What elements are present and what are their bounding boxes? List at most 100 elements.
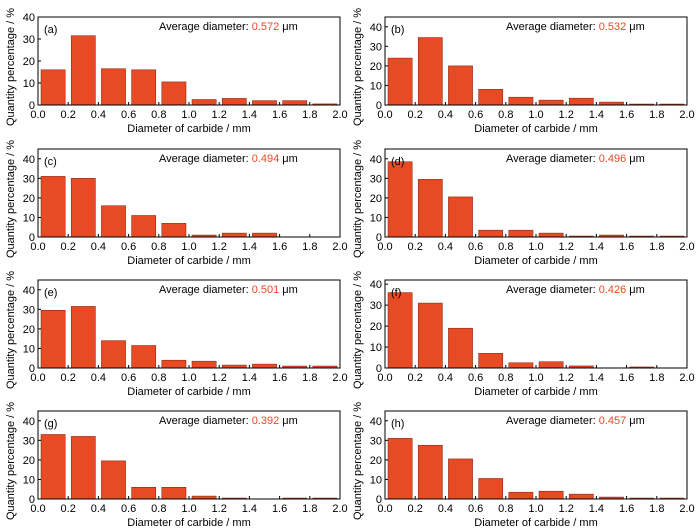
bar: [252, 363, 277, 369]
bar: [417, 37, 443, 106]
x-tick-label: 1.6: [619, 241, 634, 253]
bar: [387, 57, 413, 106]
y-tick-label: 10: [23, 78, 35, 90]
y-tick-label: 30: [23, 435, 35, 447]
bar: [478, 89, 504, 106]
x-tick-label: 0.4: [91, 109, 106, 121]
average-diameter-annotation: Average diameter: 0.496 μm: [506, 153, 645, 165]
annotation-label: Average diameter:: [506, 153, 599, 165]
y-tick-label: 20: [370, 193, 382, 205]
y-tick-label: 10: [370, 342, 382, 354]
bar: [508, 96, 534, 106]
y-tick-label: 0: [376, 100, 382, 112]
x-tick-label: 0.6: [121, 109, 136, 121]
bar: [101, 460, 126, 500]
bar: [568, 97, 594, 106]
x-tick-label: 1.4: [589, 109, 604, 121]
x-tick-label: 1.2: [559, 503, 574, 515]
y-tick-label: 40: [23, 154, 35, 166]
y-axis-label: Quantity percentage / %: [352, 140, 364, 258]
bar: [101, 205, 126, 238]
y-tick-label: 0: [29, 363, 35, 375]
x-tick-label: 1.2: [559, 241, 574, 253]
x-tick-label: 1.2: [212, 109, 227, 121]
x-tick-label: 2.0: [332, 503, 347, 515]
x-tick-label: 0.2: [408, 372, 423, 384]
chart-panel: 0 10 20 30 40 0.0 0.2 0.4 0.6 0.8 1.0 1.2 1.4 1.6 1.8 2…: [5, 140, 348, 267]
x-tick-label: 0.6: [468, 241, 483, 253]
x-axis-label: Diameter of carbide / mm: [127, 386, 250, 398]
annotation-label: Average diameter:: [506, 415, 599, 427]
x-tick-label: 1.4: [589, 241, 604, 253]
panel-label: (h): [391, 418, 404, 430]
annotation-label: Average diameter:: [506, 284, 599, 296]
x-tick-label: 0.6: [468, 109, 483, 121]
y-tick-label: 20: [23, 324, 35, 336]
bar: [387, 292, 413, 369]
x-tick-label: 0.0: [30, 372, 45, 384]
y-tick-label: 30: [370, 435, 382, 447]
bar: [161, 487, 187, 500]
x-tick-label: 0.6: [121, 241, 136, 253]
x-tick-label: 0.8: [498, 109, 513, 121]
x-tick-label: 2.0: [679, 372, 694, 384]
x-tick-label: 1.8: [302, 503, 317, 515]
annotation-unit: μm: [282, 153, 298, 165]
annotation-unit: μm: [629, 284, 645, 296]
y-tick-label: 20: [23, 56, 35, 68]
x-tick-label: 0.6: [121, 372, 136, 384]
x-tick-label: 0.0: [30, 503, 45, 515]
bar: [191, 99, 217, 106]
x-tick-label: 1.2: [559, 109, 574, 121]
y-tick-label: 10: [370, 80, 382, 92]
x-tick-label: 0.8: [498, 241, 513, 253]
bar: [448, 65, 473, 106]
bar: [101, 68, 126, 106]
bar: [538, 232, 564, 238]
bar: [568, 493, 594, 500]
x-tick-label: 0.4: [91, 241, 106, 253]
annotation-value: 0.496: [599, 153, 627, 165]
panel-label: (b): [391, 24, 404, 36]
y-tick-label: 30: [370, 300, 382, 312]
y-tick-label: 20: [23, 193, 35, 205]
bar: [252, 232, 277, 238]
x-axis-label: Diameter of carbide / mm: [474, 517, 597, 529]
x-tick-label: 1.0: [528, 241, 543, 253]
y-tick-label: 10: [370, 474, 382, 486]
average-diameter-annotation: Average diameter: 0.572 μm: [159, 21, 298, 33]
x-tick-label: 2.0: [332, 109, 347, 121]
bar: [478, 353, 504, 369]
bar: [448, 327, 473, 369]
x-tick-label: 1.8: [302, 241, 317, 253]
x-tick-label: 1.6: [272, 109, 287, 121]
x-tick-label: 0.2: [61, 241, 76, 253]
x-tick-label: 1.2: [212, 503, 227, 515]
bar: [508, 229, 534, 238]
y-axis-label: Quantity percentage / %: [352, 8, 364, 126]
bar: [40, 434, 66, 500]
x-tick-label: 0.2: [61, 503, 76, 515]
x-tick-label: 1.0: [181, 503, 196, 515]
bar: [221, 232, 247, 238]
panel-label: (c): [44, 156, 57, 168]
x-tick-label: 1.6: [619, 503, 634, 515]
bar: [70, 436, 96, 500]
bar: [40, 310, 66, 369]
chart-panel: 0 10 20 30 40 0.0 0.2 0.4 0.6 0.8 1.0 1.2 1.4 1.6 1.8 2…: [5, 271, 348, 398]
y-axis-label: Quantity percentage / %: [352, 271, 364, 389]
annotation-label: Average diameter:: [506, 21, 599, 33]
bar: [282, 100, 308, 106]
chart-panel: 0 10 20 30 40 0.0 0.2 0.4 0.6 0.8 1.0 1.2 1.4 1.6 1.8 2…: [5, 402, 348, 529]
bar: [417, 302, 443, 369]
y-tick-label: 20: [370, 321, 382, 333]
x-tick-label: 0.2: [408, 109, 423, 121]
y-tick-label: 30: [23, 304, 35, 316]
bar: [478, 229, 504, 238]
annotation-value: 0.572: [252, 21, 280, 33]
bar: [508, 362, 534, 369]
x-tick-label: 0.8: [151, 503, 166, 515]
x-axis-label: Diameter of carbide / mm: [127, 517, 250, 529]
average-diameter-annotation: Average diameter: 0.501 μm: [159, 284, 298, 296]
x-axis-label: Diameter of carbide / mm: [474, 255, 597, 267]
